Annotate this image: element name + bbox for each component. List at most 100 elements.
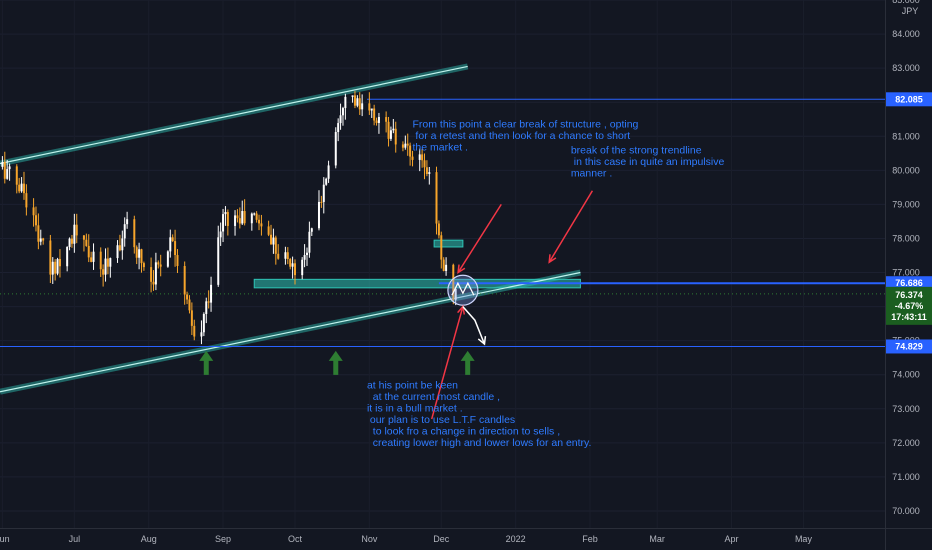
candle-bear: [385, 117, 388, 122]
time-axis-label: May: [795, 534, 813, 544]
candle-bull: [116, 245, 119, 259]
time-axis-label: Nov: [361, 534, 378, 544]
candle-bear: [3, 162, 6, 179]
candle-bull: [404, 143, 407, 148]
candle-bull: [8, 166, 11, 170]
candle-bear: [375, 120, 378, 123]
candle-bear: [435, 172, 438, 224]
candle-bull: [351, 95, 354, 97]
time-axis-label: Dec: [433, 534, 450, 544]
candle-bull: [169, 237, 172, 252]
annotation-text-2: at his point be keen: [367, 379, 458, 391]
candle-bull: [305, 252, 308, 256]
red-arrow-line: [548, 190, 594, 263]
candle-bull: [202, 313, 205, 333]
candle-bull: [241, 211, 244, 224]
candle-bull: [68, 238, 71, 247]
candle-bear: [133, 219, 136, 248]
candle-bear: [421, 154, 424, 161]
price-tags: 82.085 76.686 74.829 76.374-4.67%17:43:11: [886, 92, 932, 354]
candle-bear: [159, 264, 162, 267]
time-axis-label: Apr: [724, 534, 738, 544]
annotation-text-1: in this case in quite an impulsive: [571, 156, 725, 168]
candle-bull: [250, 213, 253, 224]
current-change-tag: -4.67%: [895, 301, 924, 311]
candle-bear: [118, 245, 121, 251]
channel: [0, 63, 582, 395]
candle-bear: [387, 121, 390, 139]
countdown-tag: 17:43:11: [891, 312, 927, 322]
candle-bear: [18, 184, 21, 192]
candle-bear: [58, 259, 61, 267]
currency-label: JPY: [902, 6, 919, 16]
candle-bear: [437, 223, 440, 236]
time-axis[interactable]: Jun Jul Aug Sep Oct Nov Dec 2022 Feb Mar Apr May: [0, 534, 812, 544]
annotation-text-0: the market .: [413, 142, 468, 154]
candle-bear: [270, 234, 273, 245]
candle-bear: [294, 263, 296, 276]
red-arrow-head: [457, 264, 466, 274]
current-price-tag-bg: [886, 286, 932, 325]
candle-bear: [82, 235, 85, 240]
candle-bull: [310, 228, 313, 232]
annotation-text-2: it is in a bull market .: [367, 402, 463, 414]
candle-bull: [303, 255, 306, 260]
candle-bear: [102, 269, 105, 275]
projection-arrow-head: [477, 336, 487, 346]
candle-bear: [368, 103, 371, 111]
candle-bull: [361, 103, 364, 110]
candle-bull: [217, 237, 220, 285]
candle-bull: [51, 261, 54, 275]
candle-bear: [193, 325, 196, 337]
candle-bear: [277, 253, 280, 259]
candle-bull: [138, 249, 141, 258]
candle-bull: [317, 201, 320, 229]
price-axis-label: 83.000: [892, 63, 920, 73]
time-axis-label: Mar: [649, 534, 665, 544]
candle-bear: [135, 247, 138, 258]
candle-bear: [274, 237, 277, 254]
time-axis-label: Oct: [288, 534, 303, 544]
channel-upper-line: [0, 65, 468, 165]
candle-bear: [152, 281, 155, 285]
candle-bull: [154, 262, 157, 285]
candle-bear: [176, 255, 179, 267]
retest-zone: [433, 239, 464, 248]
candle-bear: [440, 235, 443, 260]
candle-bull: [344, 96, 347, 109]
candle-bear: [85, 239, 88, 246]
candle-bull: [428, 172, 431, 174]
price-axis-label: 70.000: [892, 506, 920, 516]
annotation-text-2: to look fro a change in direction to sel…: [367, 425, 560, 437]
price-axis-label: 79.000: [892, 199, 920, 209]
candle-bull: [341, 108, 344, 116]
price-axis-label: 77.000: [892, 268, 920, 278]
candle-bull: [39, 238, 42, 242]
candle-bull: [389, 130, 392, 139]
candle-bear: [70, 238, 73, 244]
channel-lower-line: [0, 271, 581, 393]
retest-price-tag: 76.686: [895, 278, 923, 288]
resistance-price-tag: 82.085: [895, 94, 923, 104]
candle-bear: [243, 211, 246, 224]
projection-path: [462, 306, 486, 345]
candle-bull: [327, 165, 330, 179]
candle-bear: [401, 144, 404, 148]
red-arrow-line: [430, 306, 464, 420]
candle-bull: [200, 332, 203, 337]
candle-bull: [92, 251, 95, 262]
candle-bull: [370, 108, 373, 111]
price-axis-label: 72.000: [892, 438, 920, 448]
candle-bear: [207, 301, 210, 303]
candle-bear: [394, 128, 397, 145]
candle-bear: [258, 219, 261, 224]
time-axis-label: Feb: [582, 534, 598, 544]
candle-bear: [183, 266, 186, 295]
price-axis-label: 81.000: [892, 131, 920, 141]
annotation-text-1: break of the strong trendline: [571, 144, 702, 156]
candle-bear: [49, 240, 52, 275]
retest-circle: [447, 274, 479, 306]
resistance-price-tag-bg: [886, 92, 932, 107]
price-axis-label: 74.000: [892, 370, 920, 380]
